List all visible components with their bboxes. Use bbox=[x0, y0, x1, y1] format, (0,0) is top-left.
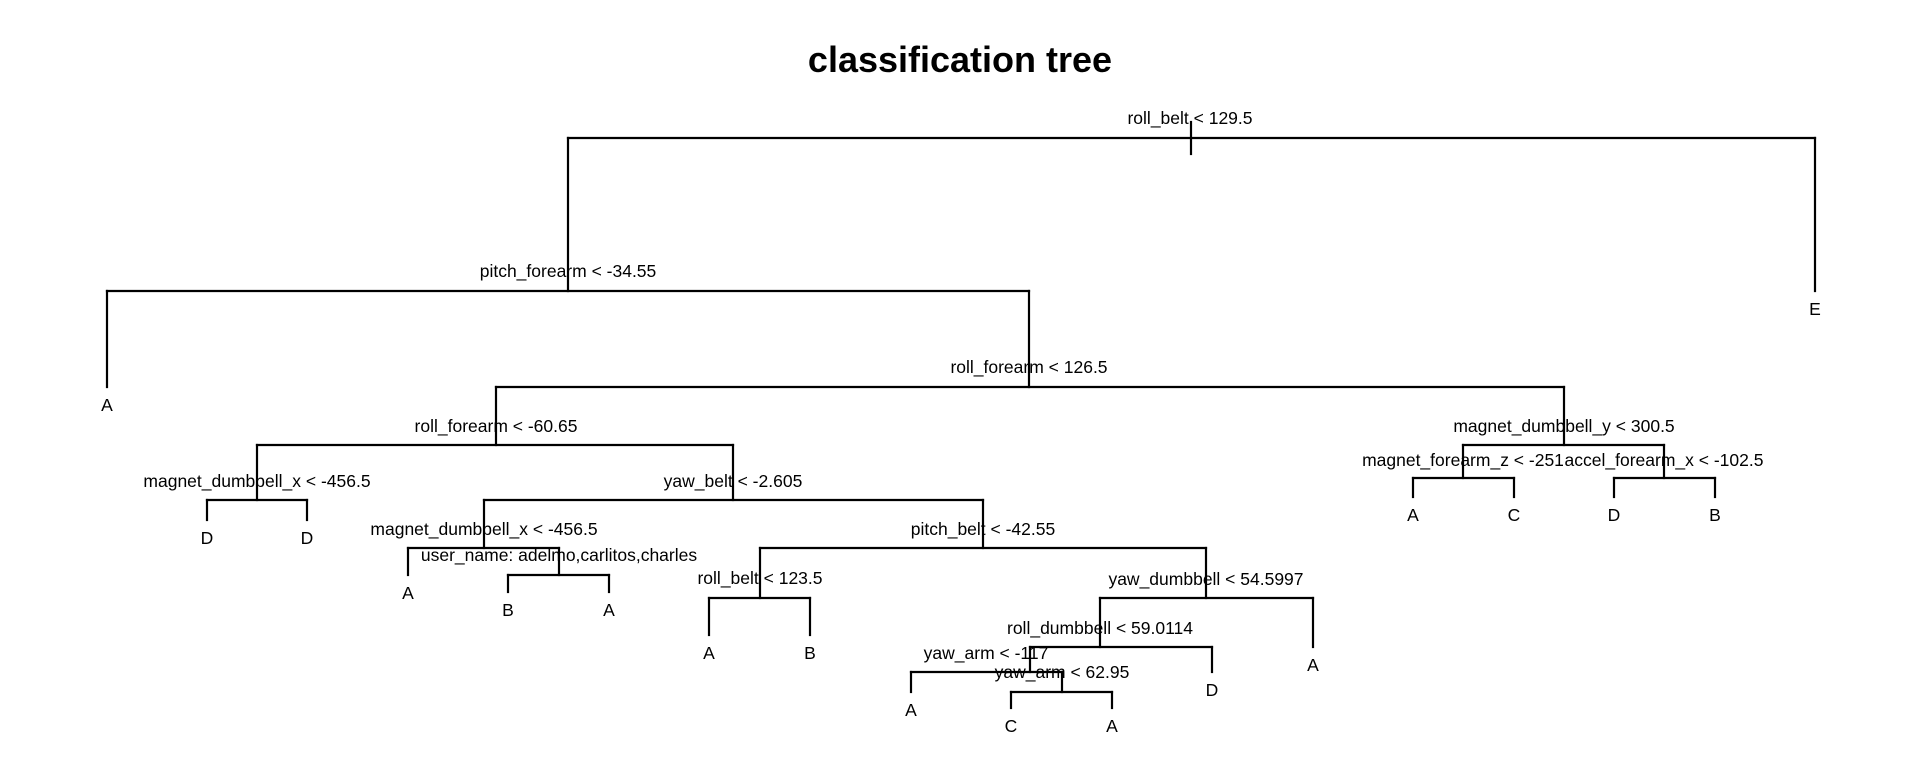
split-label: yaw_dumbbell < 54.5997 bbox=[1108, 569, 1303, 590]
split-label: magnet_forearm_z < -251 bbox=[1362, 450, 1564, 471]
diagram-title: classification tree bbox=[808, 39, 1112, 80]
leaf-label: D bbox=[1608, 505, 1621, 525]
split-label: user_name: adelmo,carlitos,charles bbox=[421, 545, 697, 566]
leaf-label: C bbox=[1005, 716, 1018, 736]
leaf-label: A bbox=[101, 395, 113, 415]
split-label: pitch_belt < -42.55 bbox=[911, 519, 1055, 540]
split-label: pitch_forearm < -34.55 bbox=[480, 261, 657, 282]
leaf-label: E bbox=[1809, 299, 1821, 319]
leaf-label: B bbox=[1709, 505, 1721, 525]
split-label: roll_dumbbell < 59.0114 bbox=[1007, 618, 1193, 639]
split-label: yaw_arm < 62.95 bbox=[995, 662, 1130, 683]
split-label: yaw_belt < -2.605 bbox=[664, 471, 803, 492]
split-label: roll_forearm < -60.65 bbox=[415, 416, 578, 437]
leaf-label: D bbox=[301, 528, 314, 548]
leaf-label: A bbox=[703, 643, 715, 663]
split-label: roll_belt < 123.5 bbox=[697, 568, 822, 589]
split-label: magnet_dumbbell_x < -456.5 bbox=[370, 519, 597, 540]
leaf-label: A bbox=[402, 583, 414, 603]
leaf-label: D bbox=[1206, 680, 1219, 700]
leaf-label: A bbox=[1307, 655, 1319, 675]
leaf-label: D bbox=[201, 528, 214, 548]
leaf-label: B bbox=[804, 643, 816, 663]
split-label: accel_forearm_x < -102.5 bbox=[1565, 450, 1764, 471]
tree-edges bbox=[105, 120, 1817, 710]
leaf-label: C bbox=[1508, 505, 1521, 525]
split-label: roll_forearm < 126.5 bbox=[950, 357, 1107, 378]
leaf-label: B bbox=[502, 600, 514, 620]
leaf-label: A bbox=[905, 700, 917, 720]
split-label: roll_belt < 129.5 bbox=[1127, 108, 1252, 129]
leaf-label: A bbox=[603, 600, 615, 620]
leaf-label: A bbox=[1407, 505, 1419, 525]
split-label: magnet_dumbbell_y < 300.5 bbox=[1453, 416, 1674, 437]
split-label: magnet_dumbbell_x < -456.5 bbox=[143, 471, 370, 492]
tree-labels: roll_belt < 129.5 pitch_forearm < -34.55 A… bbox=[101, 108, 1821, 736]
leaf-label: A bbox=[1106, 716, 1118, 736]
split-label: yaw_arm < -117 bbox=[924, 643, 1049, 664]
